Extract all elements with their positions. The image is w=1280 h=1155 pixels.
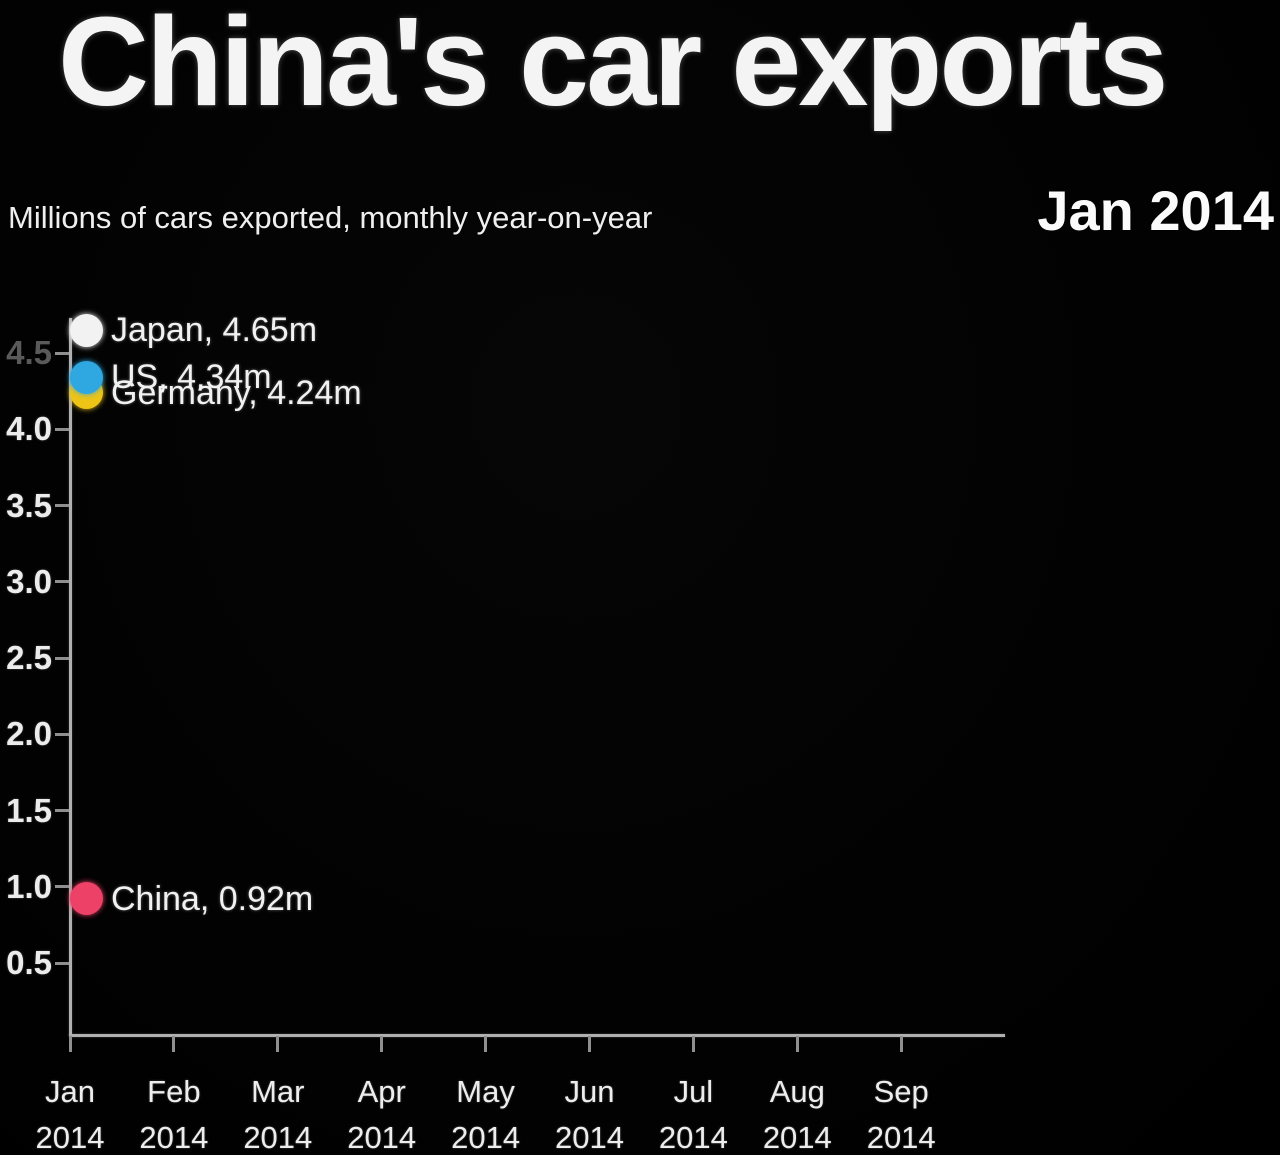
y-tick-label: 2.0 — [6, 715, 52, 753]
x-tick-year: 2014 — [139, 1120, 209, 1155]
x-tick-month: Apr — [357, 1074, 406, 1109]
data-point-china — [70, 882, 103, 916]
y-tick — [55, 732, 69, 736]
x-tick — [899, 1036, 903, 1052]
y-tick-label: 4.0 — [6, 410, 52, 448]
data-point-us — [70, 360, 103, 394]
y-tick — [55, 504, 69, 507]
y-tick — [55, 351, 69, 355]
y-tick-label: 1.5 — [6, 791, 52, 829]
x-tick — [68, 1036, 72, 1052]
chart-subtitle: Millions of cars exported, monthly year-… — [8, 200, 653, 235]
x-tick-year: 2014 — [866, 1120, 936, 1155]
y-tick — [55, 580, 69, 584]
y-tick — [55, 427, 69, 431]
x-tick-month: Sep — [873, 1074, 929, 1109]
y-tick — [55, 656, 69, 660]
x-tick-month: Feb — [147, 1074, 201, 1109]
frame-date-label: Jan 2014 — [1037, 179, 1274, 242]
y-tick-label: 4.5 — [6, 334, 52, 371]
point-label-china: China, 0.92m — [111, 879, 314, 918]
x-tick-month: Mar — [251, 1074, 305, 1109]
x-axis-line — [69, 1034, 1005, 1037]
x-tick-year: 2014 — [243, 1120, 313, 1155]
x-tick-year: 2014 — [451, 1120, 521, 1155]
y-tick-label: 3.5 — [6, 486, 52, 524]
y-tick — [55, 809, 69, 812]
x-tick-month: Jul — [673, 1074, 714, 1109]
x-tick — [691, 1036, 695, 1052]
x-tick-year: 2014 — [35, 1120, 105, 1155]
chart-title: China's car exports — [58, 0, 1168, 132]
x-tick-month: Aug — [769, 1074, 825, 1109]
x-tick-year: 2014 — [555, 1120, 624, 1155]
x-tick-month: Jun — [564, 1074, 615, 1109]
point-label-japan: Japan, 4.65m — [111, 311, 318, 350]
y-tick — [55, 885, 69, 889]
x-tick-year: 2014 — [347, 1120, 417, 1155]
y-axis-line — [69, 318, 72, 1037]
point-label-us: US, 4.34m — [111, 358, 272, 397]
x-tick-year: 2014 — [762, 1120, 832, 1155]
x-tick — [172, 1036, 176, 1052]
x-tick-year: 2014 — [658, 1120, 728, 1155]
y-tick — [55, 961, 69, 965]
x-tick — [484, 1036, 488, 1052]
y-tick-label: 1.0 — [6, 867, 52, 905]
y-tick-label: 3.0 — [6, 562, 52, 600]
x-tick-month: Jan — [45, 1074, 95, 1109]
y-tick-label: 2.5 — [6, 639, 52, 676]
x-tick-month: May — [456, 1074, 515, 1109]
y-tick-label: 0.5 — [6, 944, 52, 981]
x-tick — [276, 1036, 280, 1052]
x-tick — [380, 1036, 384, 1052]
point-label-germany: Germany, 4.24m — [111, 373, 362, 412]
x-tick — [588, 1036, 591, 1052]
x-tick — [795, 1036, 799, 1052]
data-point-japan — [70, 313, 103, 347]
